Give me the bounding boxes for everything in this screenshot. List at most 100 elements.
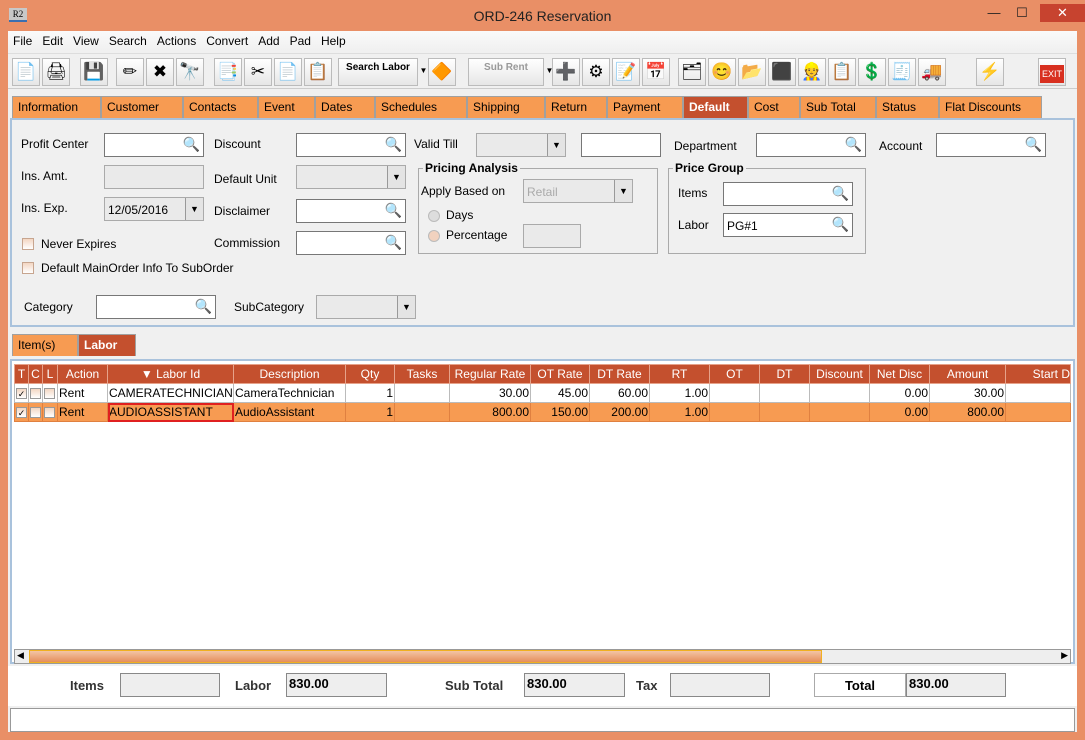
column-header-qty[interactable]: Qty [345,364,395,384]
never-expires-checkbox[interactable] [22,238,34,250]
subtab-labor[interactable]: Labor [78,334,136,356]
column-header-action[interactable]: Action [57,364,108,384]
cell-t[interactable]: ✓ [14,402,29,422]
eraser-icon[interactable]: ⬛ [768,58,796,86]
delete-icon[interactable]: ✖ [146,58,174,86]
paste-icon[interactable]: 📋 [304,58,332,86]
chevron-down-icon[interactable]: ▼ [547,134,565,156]
notes-icon[interactable]: 📝 [612,58,640,86]
percentage-radio[interactable] [428,230,440,242]
export-icon[interactable]: 📑 [214,58,242,86]
tab-status[interactable]: Status [876,96,939,118]
copy-icon[interactable]: 📄 [274,58,302,86]
folder-clock-icon[interactable]: 📂 [738,58,766,86]
dropdown-arrow-icon[interactable]: ▼ [545,66,554,75]
exit-icon[interactable]: EXIT [1038,58,1066,86]
cell-t[interactable]: ✓ [14,383,29,403]
column-header-tasks[interactable]: Tasks [394,364,450,384]
column-header-rt[interactable]: RT [649,364,710,384]
tab-information[interactable]: Information [12,96,101,118]
cell-l[interactable] [42,402,58,422]
price-group-labor-field[interactable]: PG#1 🔍 [723,213,853,237]
menu-add[interactable]: Add [258,34,280,48]
discount-field[interactable]: 🔍 [296,133,406,157]
column-header-laborid[interactable]: ▼ Labor Id [107,364,234,384]
hierarchy-icon[interactable]: 🗂 [678,58,706,86]
new-icon[interactable]: 📄 [12,58,40,86]
cell-l[interactable] [42,383,58,403]
search-icon[interactable]: 🔍 [194,298,212,314]
profit-center-field[interactable]: 🔍 [104,133,204,157]
search-icon[interactable]: 🔍 [1024,136,1042,152]
menu-pad[interactable]: Pad [289,34,311,48]
cell-ot[interactable] [709,383,760,403]
tab-cost[interactable]: Cost [748,96,800,118]
search-icon[interactable]: 🔍 [384,202,402,218]
tab-default[interactable]: Default [683,96,748,118]
price-group-items-field[interactable]: 🔍 [723,182,853,206]
cell-labor-id[interactable]: CAMERATECHNICIAN [107,383,234,403]
tab-contacts[interactable]: Contacts [183,96,258,118]
ins-exp-date[interactable]: 12/05/2016 ▼ [104,197,204,221]
chevron-down-icon[interactable]: ▼ [185,198,203,220]
tab-customer[interactable]: Customer [101,96,183,118]
minimize-button[interactable]: — [987,5,1001,20]
scroll-left-icon[interactable]: ◀ [17,650,24,660]
column-header-netdisc[interactable]: Net Disc [869,364,930,384]
t-checkbox[interactable]: ✓ [16,407,27,419]
group-icon[interactable]: ⚙ [582,58,610,86]
subtab-items[interactable]: Item(s) [12,334,78,356]
l-checkbox[interactable] [44,388,55,400]
cell-c[interactable] [28,383,43,403]
column-header-otrate[interactable]: OT Rate [530,364,590,384]
cell-dt-rate[interactable]: 60.00 [589,383,650,403]
cell-start[interactable] [1005,383,1071,403]
cut-icon[interactable]: ✂ [244,58,272,86]
c-checkbox[interactable] [30,407,41,419]
cell-regular-rate[interactable]: 30.00 [449,383,531,403]
account-field[interactable]: 🔍 [936,133,1046,157]
shapes-icon[interactable]: 🔶 [428,58,456,86]
cell-description[interactable]: AudioAssistant [233,402,346,422]
c-checkbox[interactable] [30,388,41,400]
column-header-dtrate[interactable]: DT Rate [589,364,650,384]
table-row[interactable]: ✓ Rent CAMERATECHNICIAN CameraTechnician 1 30… [14,383,1071,403]
cell-action[interactable]: Rent [57,402,108,422]
maximize-button[interactable]: ☐ [1016,5,1028,20]
commission-field[interactable]: 🔍 [296,231,406,255]
table-row[interactable]: ✓ Rent AUDIOASSISTANT AudioAssistant 1 800.00… [14,402,1071,422]
column-header-description[interactable]: Description [233,364,346,384]
tab-shipping[interactable]: Shipping [467,96,545,118]
cell-labor-id[interactable]: AUDIOASSISTANT [107,402,234,422]
scroll-right-icon[interactable]: ▶ [1061,650,1068,660]
cell-regular-rate[interactable]: 800.00 [449,402,531,422]
find-icon[interactable]: 🔭 [176,58,204,86]
form-edit-icon[interactable]: 📋 [828,58,856,86]
cell-tasks[interactable] [394,383,450,403]
save-icon[interactable]: 💾 [80,58,108,86]
cell-amount[interactable]: 800.00 [929,402,1006,422]
print-icon[interactable]: 🖨 [42,58,70,86]
search-labor-button[interactable]: Search Labor [338,58,418,86]
column-header-regularrate[interactable]: Regular Rate [449,364,531,384]
add-remove-icon[interactable]: ➕ [552,58,580,86]
default-unit-select[interactable]: ▼ [296,165,406,189]
cell-dt-rate[interactable]: 200.00 [589,402,650,422]
cell-ot-rate[interactable]: 45.00 [530,383,590,403]
menu-view[interactable]: View [73,34,99,48]
dropdown-arrow-icon[interactable]: ▼ [419,66,428,75]
t-checkbox[interactable]: ✓ [16,388,27,400]
days-radio[interactable] [428,210,440,222]
column-header-c[interactable]: C [28,364,43,384]
category-field[interactable]: 🔍 [96,295,216,319]
search-icon[interactable]: 🔍 [831,185,849,201]
cell-ot[interactable] [709,402,760,422]
cell-dt[interactable] [759,402,810,422]
cell-rt[interactable]: 1.00 [649,383,710,403]
default-main-checkbox[interactable] [22,262,34,274]
valid-till-date[interactable]: ▼ [476,133,566,157]
chevron-down-icon[interactable]: ▼ [397,296,415,318]
cell-rt[interactable]: 1.00 [649,402,710,422]
cell-discount[interactable] [809,402,870,422]
tab-event[interactable]: Event [258,96,315,118]
